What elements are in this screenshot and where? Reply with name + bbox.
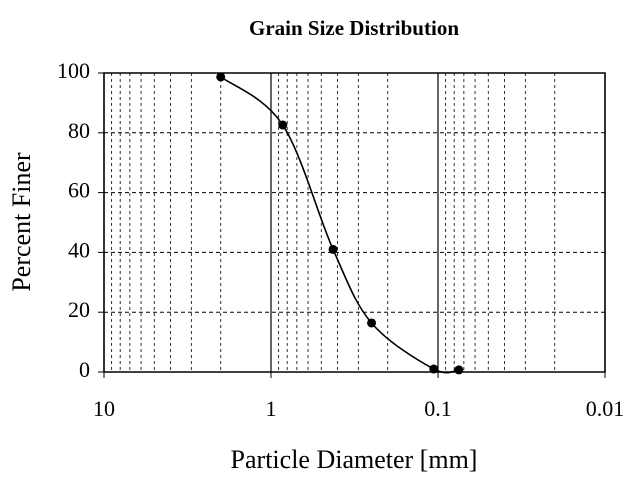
y-tick-label: 0 [79, 357, 90, 382]
y-tick-label: 60 [68, 178, 90, 203]
chart-title: Grain Size Distribution [249, 16, 459, 40]
x-tick-label: 1 [266, 396, 277, 421]
point [367, 318, 377, 328]
x-tick-label: 0.1 [424, 396, 452, 421]
x-tick-label: 10 [93, 396, 115, 421]
point [429, 364, 439, 374]
y-tick-label: 20 [68, 297, 90, 322]
x-axis-label: Particle Diameter [mm] [231, 445, 478, 474]
point [454, 365, 464, 375]
point [216, 72, 226, 82]
line [220, 76, 459, 374]
point [278, 120, 288, 130]
x-tick-label: 0.01 [586, 396, 625, 421]
y-tick-label: 100 [57, 58, 90, 83]
plot-frame [103, 72, 606, 373]
y-axis-label: Percent Finer [7, 152, 36, 292]
point [328, 244, 338, 254]
y-tick-label: 40 [68, 237, 90, 262]
y-tick-label: 80 [68, 118, 90, 143]
